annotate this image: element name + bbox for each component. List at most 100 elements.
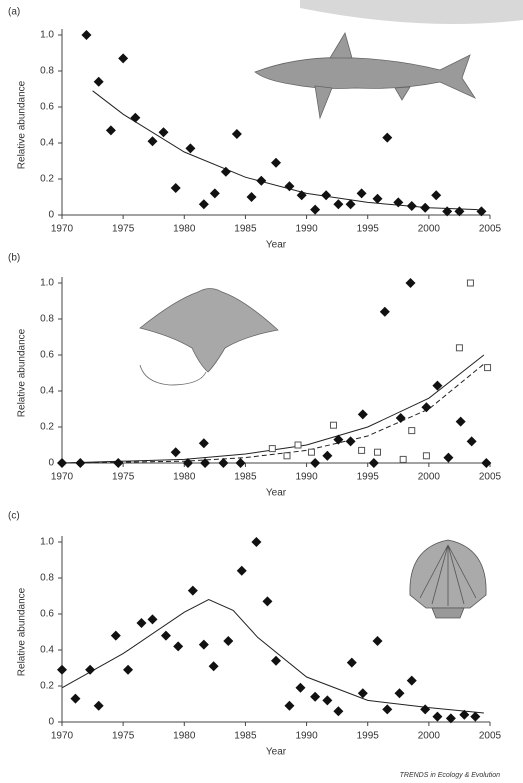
- diamond-point: [357, 409, 368, 420]
- diamond-point: [57, 458, 67, 468]
- x-axis-label: Year: [266, 240, 287, 251]
- diamond-point: [209, 188, 220, 199]
- y-tick-label: 0.8: [40, 573, 54, 584]
- diamond-point: [85, 664, 96, 675]
- diamond-point: [110, 630, 121, 641]
- diamond-point: [251, 537, 262, 547]
- footer: TRENDS in Ecology & Evolution: [400, 772, 500, 779]
- y-tick-label: 0.6: [40, 609, 54, 620]
- x-tick-label: 2005: [479, 224, 502, 235]
- x-tick-label: 2000: [418, 472, 441, 483]
- square-point: [408, 427, 416, 435]
- diamond-point: [395, 413, 406, 423]
- square-point: [268, 445, 276, 453]
- diamond-point: [431, 190, 442, 201]
- diamond-point: [466, 436, 477, 447]
- y-tick-label: 1.0: [40, 537, 54, 548]
- square-point: [455, 344, 463, 352]
- diamond-point: [470, 711, 481, 722]
- diamond-point: [284, 700, 295, 711]
- x-tick-label: 1980: [173, 224, 196, 235]
- diamond-point: [432, 711, 443, 722]
- y-tick-label: 0.8: [40, 66, 54, 77]
- square-point: [294, 441, 302, 449]
- diamond-point: [75, 458, 86, 468]
- diamond-point: [256, 175, 267, 186]
- diamond-point: [333, 199, 344, 210]
- panel-label: (b): [8, 253, 20, 264]
- diamond-point: [170, 183, 181, 193]
- x-axis-label: Year: [266, 747, 287, 758]
- x-tick-label: 1980: [173, 731, 196, 742]
- diamond-point: [443, 452, 454, 463]
- square-point: [399, 455, 407, 463]
- square-point: [283, 452, 291, 460]
- diamond-point: [420, 704, 431, 715]
- x-tick-label: 1990: [295, 731, 318, 742]
- fit-line: [61, 599, 484, 714]
- diamond-point: [93, 76, 104, 87]
- square-point: [358, 446, 366, 454]
- fit-line: [92, 90, 478, 211]
- diamond-point: [345, 199, 356, 210]
- y-tick-label: 0.2: [40, 681, 54, 692]
- x-tick-label: 2000: [418, 224, 441, 235]
- diamond-point: [118, 53, 129, 64]
- y-axis-label: Relative abundance: [17, 587, 28, 676]
- diamond-point: [57, 664, 67, 675]
- y-tick-label: 0.4: [40, 645, 54, 656]
- panel-label: (c): [8, 511, 20, 522]
- diamond-point: [182, 458, 193, 468]
- diamond-point: [160, 630, 171, 641]
- fit-line: [61, 354, 485, 464]
- diamond-point: [208, 661, 219, 672]
- diamond-point: [372, 193, 383, 204]
- diamond-point: [454, 206, 465, 217]
- x-axis-label: Year: [266, 488, 287, 499]
- diamond-point: [379, 306, 390, 317]
- diamond-point: [223, 636, 234, 646]
- diamond-point: [271, 157, 281, 168]
- y-axis-label: Relative abundance: [17, 80, 28, 169]
- x-tick-label: 1975: [112, 472, 135, 483]
- diamond-point: [345, 436, 356, 447]
- fit-line: [61, 363, 485, 464]
- diamond-point: [246, 192, 257, 202]
- diamond-point: [382, 704, 393, 715]
- diamond-point: [113, 458, 124, 468]
- diamond-point: [170, 447, 181, 458]
- y-axis-label: Relative abundance: [17, 328, 28, 417]
- diamond-point: [284, 181, 295, 192]
- diamond-point: [310, 204, 321, 215]
- x-tick-label: 1995: [357, 731, 380, 742]
- diamond-point: [130, 112, 141, 123]
- x-tick-label: 1995: [357, 472, 380, 483]
- y-tick-label: 0.4: [40, 386, 54, 397]
- diamond-point: [81, 30, 92, 40]
- x-tick-label: 1980: [173, 472, 196, 483]
- diamond-point: [198, 438, 209, 449]
- diamond-point: [185, 143, 196, 154]
- x-tick-label: 1970: [51, 731, 74, 742]
- square-point: [373, 448, 381, 456]
- diamond-point: [198, 199, 209, 210]
- diamond-point: [262, 596, 273, 607]
- diamond-point: [271, 655, 281, 666]
- x-tick-label: 2005: [479, 731, 502, 742]
- diamond-point: [476, 206, 487, 217]
- x-tick-label: 1970: [51, 224, 74, 235]
- x-tick-label: 1975: [112, 224, 135, 235]
- diamond-point: [322, 450, 333, 461]
- diamond-point: [405, 278, 416, 288]
- diamond-point: [432, 380, 443, 391]
- square-point: [466, 279, 474, 287]
- diamond-point: [394, 688, 405, 699]
- x-tick-label: 1975: [112, 731, 135, 742]
- diamond-point: [105, 125, 116, 136]
- diamond-point: [393, 197, 404, 208]
- diamond-point: [147, 614, 158, 625]
- x-tick-label: 2000: [418, 731, 441, 742]
- diamond-point: [406, 675, 417, 686]
- x-tick-label: 1985: [234, 472, 257, 483]
- diamond-point: [187, 585, 198, 596]
